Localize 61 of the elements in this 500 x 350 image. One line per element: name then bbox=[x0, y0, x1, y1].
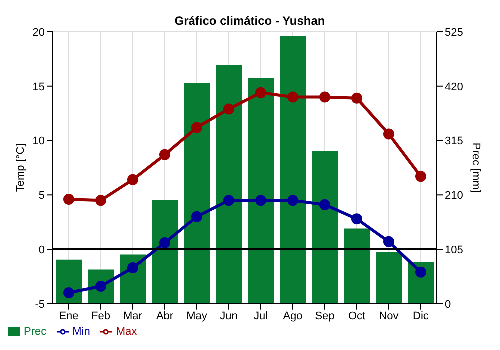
point bbox=[256, 87, 266, 98]
point bbox=[352, 92, 362, 104]
x-tick-label: May bbox=[186, 310, 208, 323]
point bbox=[192, 211, 202, 222]
point bbox=[416, 171, 426, 182]
point bbox=[352, 214, 362, 225]
x-tick-label: Ene bbox=[59, 310, 79, 323]
bar bbox=[280, 36, 306, 304]
point bbox=[384, 236, 394, 248]
x-tick-label: Jun bbox=[220, 310, 238, 323]
bar bbox=[216, 65, 242, 304]
point bbox=[192, 122, 202, 134]
y-tick-label: 15 bbox=[32, 81, 45, 94]
point bbox=[416, 266, 426, 278]
point bbox=[160, 149, 170, 160]
x-tick-label: Nov bbox=[379, 310, 400, 323]
legend-label: Min bbox=[72, 326, 90, 338]
bar bbox=[312, 151, 338, 304]
y2-tick-label: 210 bbox=[445, 190, 464, 202]
point bbox=[128, 262, 138, 274]
y-axis-title: Temp [°C] bbox=[14, 144, 27, 192]
y-tick-label: -5 bbox=[35, 298, 45, 311]
y2-axis-title: Prec [mm] bbox=[470, 142, 482, 194]
x-tick-label: Sep bbox=[315, 310, 335, 323]
bar bbox=[248, 78, 274, 304]
y2-tick-label: 420 bbox=[445, 81, 464, 94]
y-tick-label: 0 bbox=[38, 244, 45, 256]
point bbox=[288, 92, 298, 103]
y2-tick-label: 105 bbox=[445, 244, 464, 256]
point bbox=[320, 199, 330, 210]
chart-title: Gráfico climático - Yushan bbox=[174, 14, 326, 28]
x-tick-label: Abr bbox=[156, 310, 174, 323]
x-tick-label: Mar bbox=[124, 310, 143, 323]
bar bbox=[152, 200, 178, 304]
y-tick-label: 20 bbox=[32, 26, 45, 39]
point bbox=[384, 128, 394, 140]
point bbox=[96, 195, 106, 206]
x-tick-label: Jul bbox=[254, 310, 268, 323]
bar bbox=[376, 252, 402, 304]
x-tick-label: Oct bbox=[348, 310, 366, 323]
point bbox=[64, 288, 74, 299]
point bbox=[288, 195, 298, 206]
y-tick-label: 10 bbox=[32, 136, 45, 148]
y2-tick-label: 315 bbox=[445, 136, 464, 148]
y2-tick-label: 525 bbox=[445, 26, 464, 39]
y2-tick-label: 0 bbox=[445, 298, 452, 311]
point bbox=[224, 104, 234, 115]
point bbox=[224, 195, 234, 206]
point bbox=[320, 92, 330, 103]
x-tick-label: Ago bbox=[283, 310, 303, 323]
point bbox=[64, 194, 74, 205]
point bbox=[128, 174, 138, 186]
legend-label: Prec bbox=[24, 326, 47, 338]
bar bbox=[184, 83, 210, 304]
x-tick-label: Dic bbox=[413, 310, 430, 323]
legend-label: Max bbox=[116, 326, 138, 338]
y-tick-label: 5 bbox=[38, 190, 45, 202]
bar bbox=[344, 228, 370, 304]
point bbox=[160, 238, 170, 248]
x-tick-label: Feb bbox=[92, 310, 110, 323]
point bbox=[256, 195, 266, 206]
